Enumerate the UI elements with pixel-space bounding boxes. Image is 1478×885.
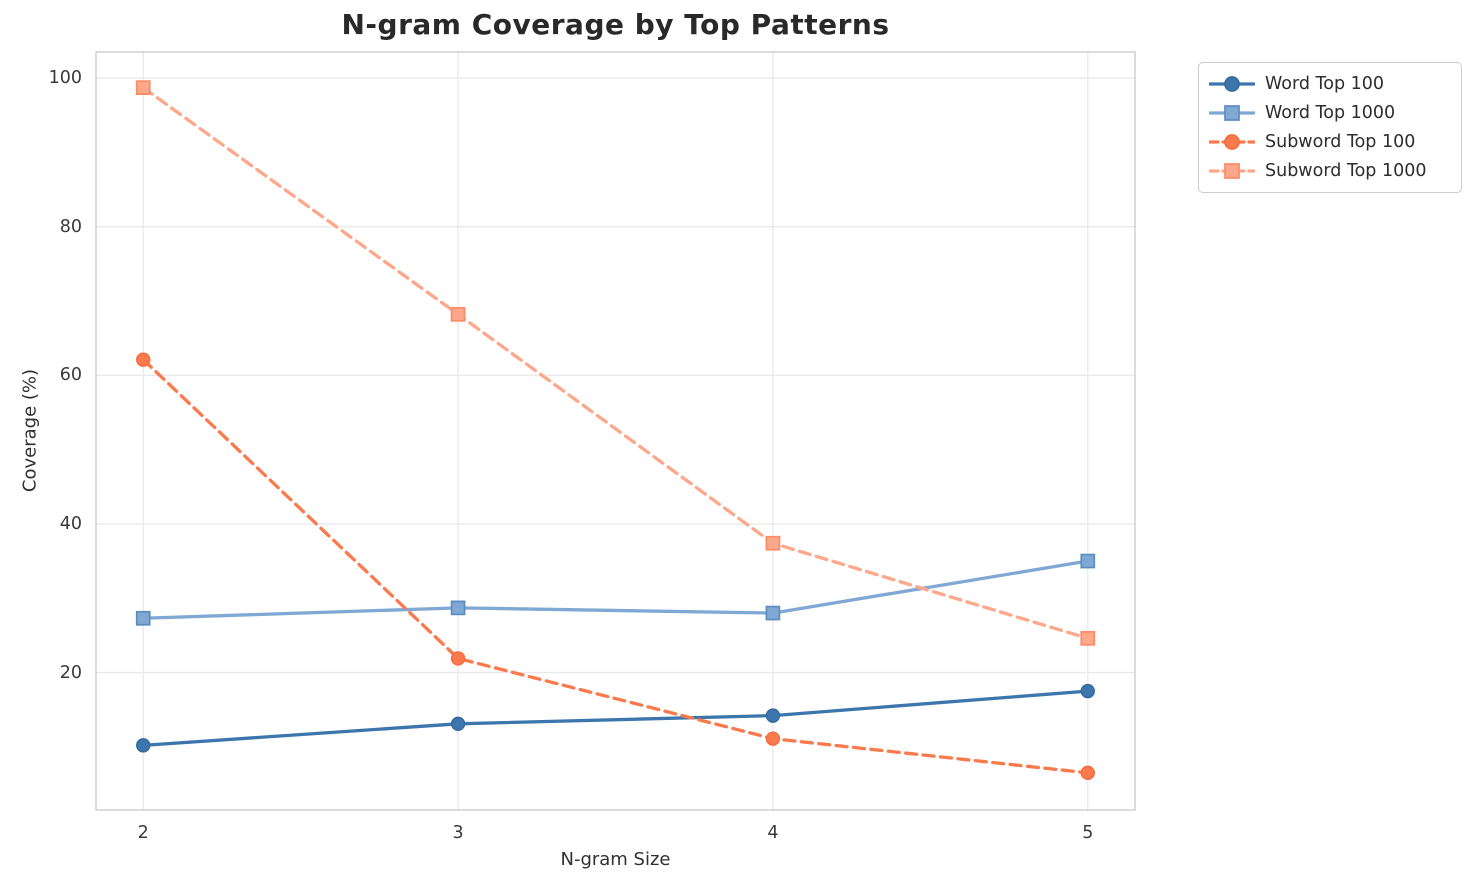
data-point-marker bbox=[450, 600, 466, 616]
legend-item: Word Top 100 bbox=[1209, 72, 1449, 96]
data-point-marker bbox=[765, 731, 781, 746]
legend-item-label: Word Top 100 bbox=[1265, 74, 1385, 94]
legend-item-label: Word Top 1000 bbox=[1265, 103, 1396, 123]
data-point-marker bbox=[765, 605, 781, 621]
y-axis-label: Coverage (%) bbox=[19, 368, 41, 493]
legend-item: Subword Top 1000 bbox=[1209, 159, 1449, 183]
y-tick-label: 80 bbox=[59, 216, 82, 237]
legend-item-label: Subword Top 1000 bbox=[1265, 161, 1427, 181]
series-line-word-top-1000 bbox=[141, 559, 1090, 620]
data-point-marker bbox=[1080, 630, 1096, 646]
y-tick-label: 100 bbox=[48, 68, 82, 88]
data-point-marker bbox=[136, 738, 151, 753]
legend-sample-square-icon bbox=[1209, 105, 1255, 121]
legend-box: Word Top 100 Word Top 1000 Subword Top 100… bbox=[1198, 62, 1462, 193]
x-tick-label: 4 bbox=[767, 823, 779, 843]
data-point-marker bbox=[765, 708, 781, 723]
data-point-marker bbox=[135, 610, 151, 626]
data-point-marker bbox=[1080, 553, 1096, 569]
data-point-marker bbox=[1080, 765, 1095, 781]
legend-sample-square-icon bbox=[1209, 163, 1255, 179]
legend-sample-circle-icon bbox=[1209, 134, 1255, 150]
data-point-marker bbox=[450, 651, 466, 666]
x-tick-label: 3 bbox=[452, 823, 464, 843]
chart-title: N-gram Coverage by Top Patterns bbox=[341, 8, 890, 41]
data-point-marker bbox=[450, 716, 466, 731]
legend-item-label: Subword Top 100 bbox=[1265, 132, 1416, 152]
data-point-marker bbox=[765, 535, 781, 551]
series-line-subword-top-1000 bbox=[141, 86, 1090, 640]
x-tick-label: 5 bbox=[1082, 823, 1094, 843]
legend-item: Subword Top 100 bbox=[1209, 130, 1449, 154]
x-tick-label: 2 bbox=[137, 823, 149, 843]
series-line-subword-top-100 bbox=[141, 358, 1090, 775]
y-tick-label: 60 bbox=[59, 365, 82, 386]
x-axis-label: N-gram Size bbox=[560, 849, 671, 870]
y-tick-label: 40 bbox=[59, 513, 82, 534]
data-point-marker bbox=[450, 306, 466, 322]
legend-sample-circle-icon bbox=[1209, 76, 1255, 92]
y-tick-label: 20 bbox=[59, 662, 82, 683]
data-point-marker bbox=[135, 80, 151, 96]
data-point-marker bbox=[1080, 683, 1095, 699]
series-line-word-top-100 bbox=[141, 689, 1090, 747]
legend-item: Word Top 1000 bbox=[1209, 101, 1449, 125]
plot-frame bbox=[95, 51, 1136, 811]
data-point-marker bbox=[136, 352, 151, 367]
